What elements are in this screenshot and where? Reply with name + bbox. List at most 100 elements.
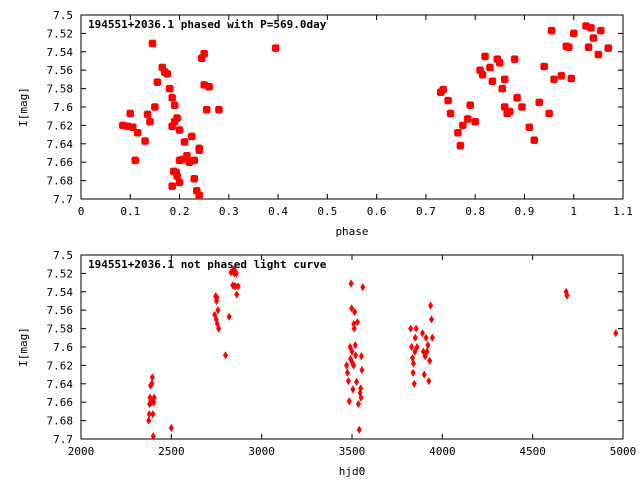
phased-x-tick-label: 0.7 [416, 205, 436, 218]
unphased-y-tick-label: 7.68 [47, 415, 74, 428]
phased-data-point [173, 114, 181, 122]
phased-data-point [500, 75, 509, 84]
phased-data-point [202, 106, 211, 114]
phased-data-point [200, 49, 208, 58]
phased-data-point [153, 78, 162, 86]
unphased-data-point [419, 329, 426, 338]
unphased-y-tick-label: 7.52 [47, 267, 74, 280]
unphased-data-point [426, 376, 432, 386]
phased-data-point [143, 110, 152, 119]
phased-data-point [584, 43, 593, 51]
unphased-y-tick-label: 7.66 [47, 396, 74, 409]
phased-x-tick-label: 0.9 [515, 205, 535, 218]
phased-data-point [557, 71, 566, 80]
unphased-data-point [409, 353, 416, 363]
unphased-y-tick-label: 7.6 [53, 341, 73, 354]
unphased-data-point [352, 341, 358, 350]
phased-y-axis-label: I[mag] [17, 87, 30, 127]
phased-data-point [589, 34, 598, 42]
unphased-data-point [233, 269, 239, 278]
unphased-data-point [354, 318, 360, 327]
phased-data-point [604, 44, 612, 52]
phased-data-point [133, 129, 142, 137]
phased-data-point [488, 77, 497, 85]
phased-data-point [587, 24, 595, 32]
unphased-data-point [234, 290, 240, 299]
phased-data-point [505, 107, 514, 116]
phased-data-point [550, 75, 558, 84]
phased-data-point [567, 74, 576, 83]
unphased-data-point [168, 423, 174, 433]
phased-y-tick-label: 7.62 [47, 119, 74, 132]
unphased-plot-title: 194551+2036.1 not phased light curve [88, 258, 327, 271]
phased-data-point [148, 39, 157, 48]
unphased-data-point [613, 329, 619, 338]
unphased-x-tick-label: 2500 [158, 445, 185, 458]
phased-data-point [540, 62, 548, 71]
unphased-data-point [348, 279, 354, 288]
phased-data-point [518, 103, 526, 111]
unphased-data-point [358, 384, 364, 393]
phased-y-tick-label: 7.56 [47, 64, 74, 77]
unphased-data-point [350, 361, 356, 370]
unphased-y-tick-label: 7.7 [53, 433, 73, 446]
unphased-light-curve-plot: 2000 2500 3000 3500 4000 4500 5000 7.5 7.52 7.54 7… [17, 249, 636, 478]
phased-data-point [547, 26, 556, 35]
unphased-data-point [360, 283, 366, 292]
phased-y-tick-label: 7.5 [53, 9, 73, 22]
phased-data-point [168, 94, 176, 102]
phased-y-tick-label: 7.58 [47, 83, 74, 96]
unphased-data-point [410, 359, 416, 368]
unphased-x-axis-label: hjd0 [339, 465, 366, 478]
phased-data-point [464, 115, 472, 123]
unphased-data-point [429, 333, 435, 342]
unphased-data-point [412, 347, 418, 356]
phased-y-tick-label: 7.64 [47, 138, 74, 151]
unphased-data-point [146, 410, 152, 419]
unphased-data-point [349, 304, 355, 313]
unphased-data-point [222, 351, 229, 360]
phased-x-tick-label: 0.5 [317, 205, 337, 218]
phased-data-point [175, 178, 184, 187]
unphased-data-point [424, 347, 430, 356]
phased-data-point [454, 129, 462, 137]
unphased-data-point [428, 315, 435, 324]
unphased-data-point [414, 342, 420, 352]
phased-data-point [205, 83, 213, 91]
unphased-data-point [146, 416, 152, 425]
phased-data-point [456, 141, 465, 150]
unphased-data-point [214, 293, 220, 302]
phased-data-point [163, 70, 171, 78]
unphased-data-point [346, 397, 352, 406]
phased-data-point [146, 117, 154, 126]
phased-y-tick-label: 7.6 [53, 101, 73, 114]
phased-data-point [446, 109, 455, 118]
phased-data-point [439, 85, 447, 94]
phased-data-point [195, 191, 204, 200]
unphased-y-tick-label: 7.5 [53, 249, 73, 262]
phased-x-tick-label: 0.1 [120, 205, 140, 218]
unphased-data-point [358, 393, 364, 402]
phased-data-point [481, 52, 489, 61]
phased-y-tick-label: 7.68 [47, 175, 74, 188]
phased-data-point [190, 175, 199, 183]
phased-x-tick-label: 0 [78, 205, 85, 218]
unphased-x-tick-label: 4000 [429, 445, 456, 458]
unphased-data-point [409, 342, 415, 352]
unphased-data-point [350, 385, 356, 394]
unphased-data-point [427, 356, 433, 365]
unphased-data-point [412, 333, 418, 342]
unphased-y-tick-label: 7.54 [47, 286, 74, 299]
phased-data-point [271, 44, 280, 52]
unphased-data-point [150, 432, 156, 441]
phased-data-point [530, 136, 539, 144]
phased-data-point [594, 50, 603, 59]
phased-data-point [444, 96, 452, 105]
phased-data-point [183, 152, 191, 160]
unphased-data-point [215, 306, 221, 315]
unphased-y-tick-label: 7.56 [47, 304, 74, 317]
phased-data-point [471, 117, 479, 126]
phased-data-point [525, 123, 534, 131]
unphased-data-point [358, 352, 364, 361]
